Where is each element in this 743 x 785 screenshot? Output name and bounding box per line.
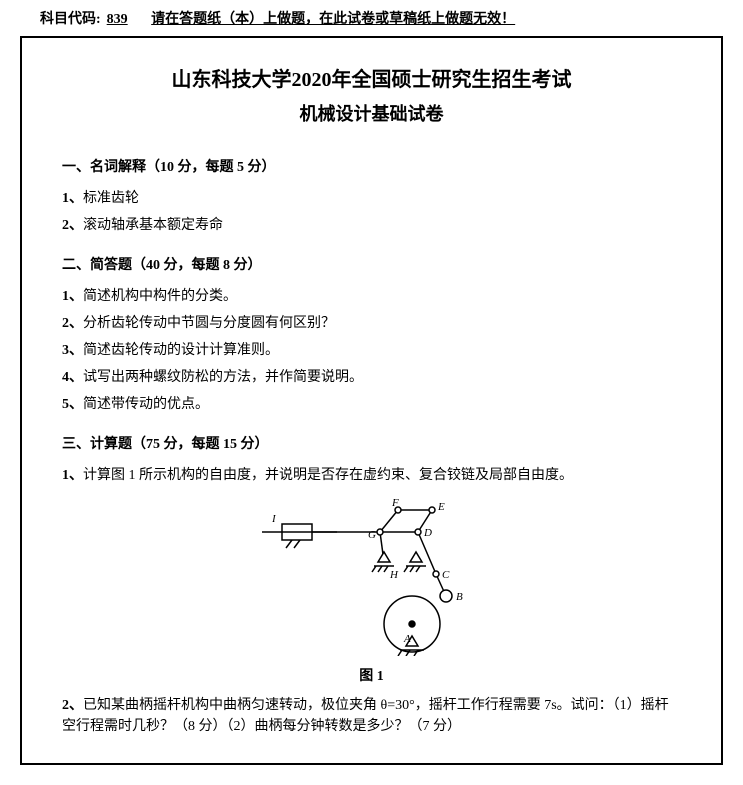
mechanism-diagram-svg: I F E G D H C B A [242, 496, 502, 656]
label-A: A [403, 633, 411, 645]
subject-code-value: 839 [107, 12, 128, 27]
page-frame: 山东科技大学2020年全国硕士研究生招生考试 机械设计基础试卷 一、名词解释（1… [20, 36, 723, 765]
section-2-heading: 二、简答题（40 分，每题 8 分） [62, 254, 681, 274]
s2-item-2: 2、分析齿轮传动中节圆与分度圆有何区别？ [62, 313, 681, 334]
figure-1: I F E G D H C B A [62, 496, 681, 661]
label-C: C [442, 569, 450, 581]
section-3-heading: 三、计算题（75 分，每题 15 分） [62, 433, 681, 453]
title-sub: 机械设计基础试卷 [62, 100, 681, 126]
s2-item-4: 4、试写出两种螺纹防松的方法，并作简要说明。 [62, 367, 681, 388]
s2-item-5: 5、简述带传动的优点。 [62, 394, 681, 415]
label-F: F [391, 497, 399, 509]
s1-item-1: 1、标准齿轮 [62, 188, 681, 209]
label-G: G [368, 529, 376, 541]
s2-item-1: 1、简述机构中构件的分类。 [62, 286, 681, 307]
header-notice: 请在答题纸（本）上做题，在此试卷或草稿纸上做题无效！ [151, 12, 515, 27]
subject-code-label: 科目代码: [40, 12, 101, 27]
label-D: D [423, 527, 432, 539]
label-H: H [389, 569, 399, 581]
s3-item-2: 2、已知某曲柄摇杆机构中曲柄匀速转动，极位夹角 θ=30°，摇杆工作行程需要 7… [62, 695, 681, 737]
figure-1-caption: 图 1 [62, 665, 681, 685]
header-bar: 科目代码: 839 请在答题纸（本）上做题，在此试卷或草稿纸上做题无效！ [0, 0, 743, 32]
title-main: 山东科技大学2020年全国硕士研究生招生考试 [62, 63, 681, 92]
label-B: B [456, 591, 463, 603]
s1-item-2: 2、滚动轴承基本额定寿命 [62, 215, 681, 236]
label-E: E [437, 501, 445, 513]
section-1-heading: 一、名词解释（10 分，每题 5 分） [62, 156, 681, 176]
s3-item-1: 1、计算图 1 所示机构的自由度，并说明是否存在虚约束、复合铰链及局部自由度。 [62, 465, 681, 486]
label-I: I [271, 513, 277, 525]
s2-item-3: 3、简述齿轮传动的设计计算准则。 [62, 340, 681, 361]
